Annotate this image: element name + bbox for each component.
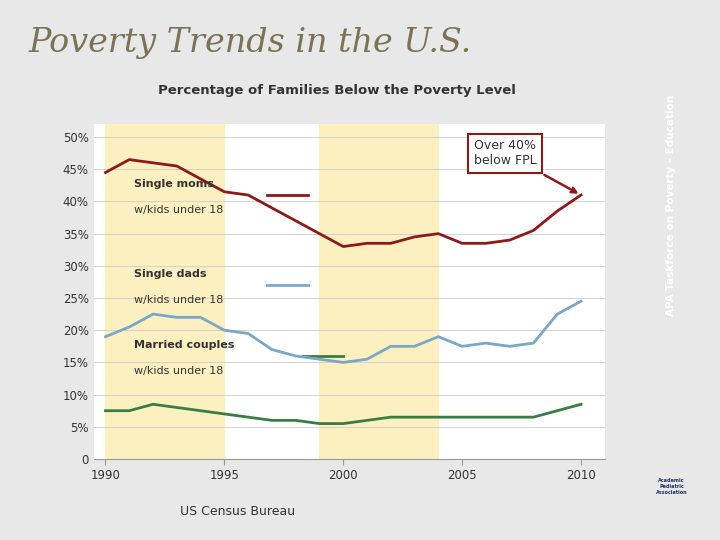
Text: US Census Bureau: US Census Bureau [180, 505, 295, 518]
Text: Over 40%
below FPL: Over 40% below FPL [474, 139, 576, 192]
Text: Single dads: Single dads [134, 269, 207, 279]
Bar [106, 124, 225, 459]
Text: Poverty Trends in the U.S.: Poverty Trends in the U.S. [29, 27, 472, 59]
Text: Married couples: Married couples [134, 340, 235, 349]
Text: Academic
Pediatric
Association: Academic Pediatric Association [656, 478, 687, 495]
Text: w/kids under 18: w/kids under 18 [134, 366, 223, 376]
Text: w/kids under 18: w/kids under 18 [134, 205, 223, 215]
Text: Percentage of Families Below the Poverty Level: Percentage of Families Below the Poverty… [158, 84, 516, 97]
Text: APA Taskforce on Poverty – Education: APA Taskforce on Poverty – Education [667, 94, 676, 316]
Text: w/kids under 18: w/kids under 18 [134, 295, 223, 305]
Text: Single moms: Single moms [134, 179, 214, 188]
Bar [320, 124, 438, 459]
